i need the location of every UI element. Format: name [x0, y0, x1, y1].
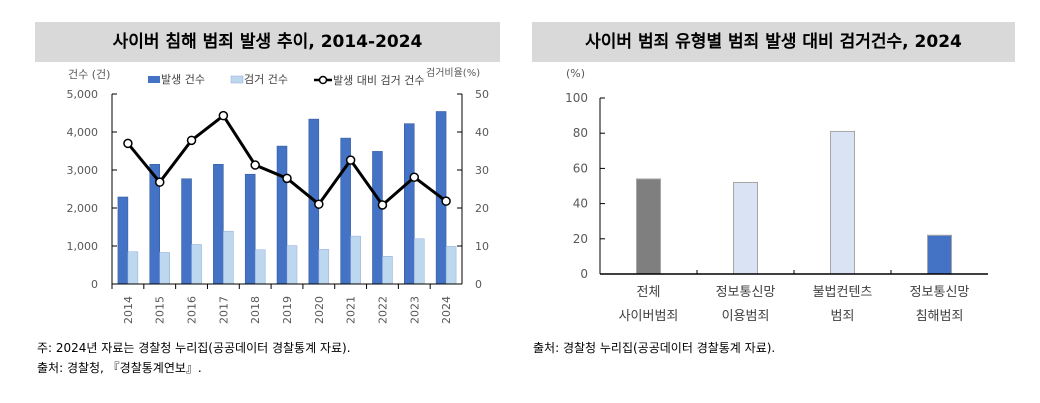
x-tick-label: 2014	[122, 296, 135, 324]
y-tick-label: 0	[91, 278, 98, 291]
legend-label-occurrence: 발생 건수	[161, 73, 205, 86]
x-tick-label: 2019	[281, 296, 294, 324]
x-tick-label: 정보통신망	[716, 285, 776, 300]
bar	[636, 178, 661, 275]
rate-point	[218, 110, 229, 121]
bar-arrest	[191, 244, 202, 285]
bar-occurrence	[276, 145, 288, 285]
y-tick-label: 2,000	[67, 202, 99, 215]
x-tick-label: 정보통신망	[910, 285, 970, 300]
x-tick-label: 2018	[249, 296, 262, 324]
left-chart-title: 사이버 침해 범죄 발생 추이, 2014-2024	[35, 22, 500, 62]
bar-arrest	[414, 238, 425, 285]
y-tick-label: 0	[580, 267, 588, 281]
bar-arrest	[159, 252, 170, 285]
x-tick-label: 범죄	[831, 309, 855, 324]
rate-point	[409, 172, 420, 182]
rate-point	[123, 138, 133, 149]
y-tick-label: 100	[565, 91, 588, 105]
x-tick-label: 2020	[313, 296, 326, 324]
bar-occurrence	[404, 123, 415, 285]
bar-occurrence	[372, 151, 383, 285]
rate-point	[377, 200, 388, 210]
rate-point	[250, 160, 260, 170]
y2-tick-label: 0	[475, 278, 482, 291]
bar-arrest	[350, 235, 361, 285]
y-tick-label: 40	[573, 197, 588, 211]
rate-point	[314, 199, 324, 209]
bar-arrest	[286, 245, 298, 285]
legend-label-rate: 발생 대비 검거 건수	[333, 74, 424, 87]
legend-swatch-occurrence	[148, 76, 160, 83]
legend-marker-rate	[318, 75, 328, 85]
bar	[927, 234, 952, 275]
x-tick-label: 이용범죄	[722, 309, 770, 324]
y2-tick-label: 30	[475, 164, 489, 177]
x-tick-label: 2021	[345, 296, 358, 324]
y-tick-label: 4,000	[67, 126, 99, 139]
bar-arrest	[254, 249, 266, 285]
rate-point	[441, 196, 451, 206]
bar-occurrence	[181, 178, 192, 285]
x-tick-label: 2022	[376, 296, 389, 324]
y2-tick-label: 20	[475, 202, 489, 215]
x-tick-label: 2023	[408, 296, 421, 324]
y-axis-label: 건수 (건)	[68, 68, 110, 81]
y2-tick-label: 40	[475, 126, 489, 139]
rate-point	[345, 155, 356, 165]
x-tick-label: 사이버범죄	[619, 309, 679, 324]
rate-point	[186, 135, 197, 146]
right-source: 출처: 경찰청 누리집(공공데이터 경찰통계 자료).	[533, 341, 776, 355]
x-tick-label: 전체	[637, 285, 661, 300]
y-tick-label: 5,000	[67, 88, 99, 101]
bar	[830, 130, 855, 275]
left-note: 주: 2024년 자료는 경찰청 누리집(공공데이터 경찰통계 자료).	[37, 341, 351, 355]
bar-occurrence	[117, 196, 129, 285]
x-tick-label: 불법컨텐츠	[813, 285, 873, 300]
rate-point	[154, 177, 165, 187]
bar	[733, 181, 758, 275]
x-tick-label: 2024	[440, 296, 453, 324]
y-tick-label: 1,000	[67, 240, 99, 253]
bar-occurrence	[213, 164, 224, 285]
y-tick-label: 20	[573, 232, 588, 246]
y-tick-label: 60	[573, 161, 588, 175]
y-tick-label: 80	[573, 126, 588, 140]
x-tick-label: 2017	[217, 296, 230, 324]
y-tick-label: 3,000	[67, 164, 99, 177]
x-tick-label: 2015	[154, 296, 167, 324]
legend-swatch-arrest	[230, 75, 244, 84]
y2-axis-label: 검거비율(%)	[426, 67, 480, 79]
bar-arrest	[382, 256, 393, 285]
bar-arrest	[223, 230, 234, 285]
bar-arrest	[445, 246, 457, 285]
left-source: 출처: 경찰청, 『경찰통계연보』.	[37, 361, 202, 375]
legend-label-arrest: 검거 건수	[244, 73, 288, 86]
bar-occurrence	[244, 173, 256, 285]
y2-tick-label: 50	[475, 88, 489, 101]
y2-tick-label: 10	[475, 240, 489, 253]
x-tick-label: 2016	[186, 296, 199, 324]
rate-point	[282, 173, 292, 184]
bar-arrest	[318, 249, 330, 285]
y-axis-label: (%)	[566, 67, 585, 80]
bar-arrest	[127, 251, 139, 285]
right-chart-title: 사이버 범죄 유형별 범죄 발생 대비 검거건수, 2024	[532, 22, 1015, 62]
x-tick-label: 침해범죄	[916, 309, 964, 324]
